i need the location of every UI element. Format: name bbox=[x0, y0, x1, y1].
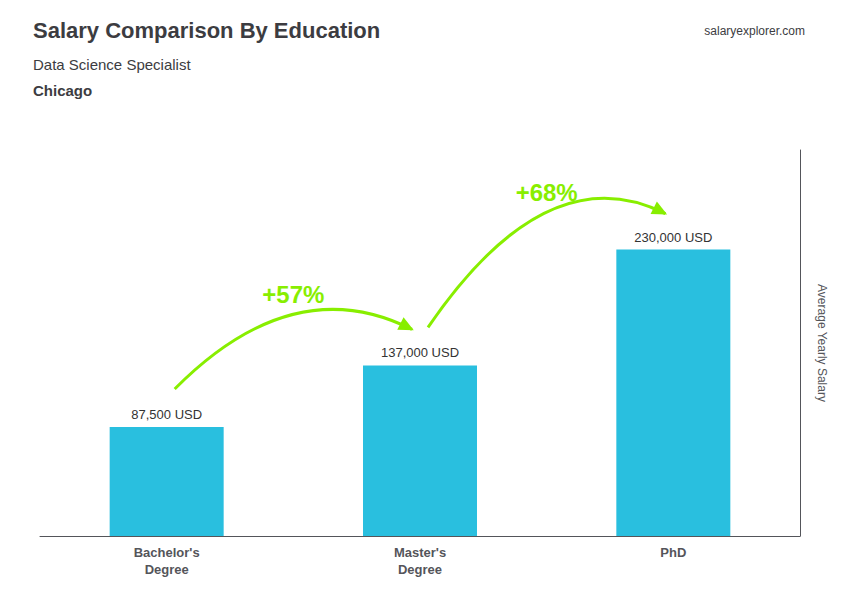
svg-text:PhD: PhD bbox=[660, 545, 686, 560]
svg-text:Master's: Master's bbox=[394, 545, 446, 560]
svg-text:Data Science Specialist: Data Science Specialist bbox=[33, 56, 191, 73]
svg-text:137,000 USD: 137,000 USD bbox=[381, 345, 459, 360]
svg-text:Degree: Degree bbox=[398, 562, 442, 577]
svg-text:+57%: +57% bbox=[262, 281, 324, 308]
svg-text:87,500 USD: 87,500 USD bbox=[131, 407, 202, 422]
svg-text:230,000 USD: 230,000 USD bbox=[634, 230, 712, 245]
svg-text:Average Yearly Salary: Average Yearly Salary bbox=[815, 284, 829, 402]
svg-text:salaryexplorer.com: salaryexplorer.com bbox=[704, 24, 805, 38]
svg-text:Bachelor's: Bachelor's bbox=[134, 545, 200, 560]
svg-text:Degree: Degree bbox=[145, 562, 189, 577]
svg-text:Chicago: Chicago bbox=[33, 82, 92, 99]
svg-text:Salary Comparison By Education: Salary Comparison By Education bbox=[33, 18, 380, 43]
svg-text:+68%: +68% bbox=[516, 179, 578, 206]
